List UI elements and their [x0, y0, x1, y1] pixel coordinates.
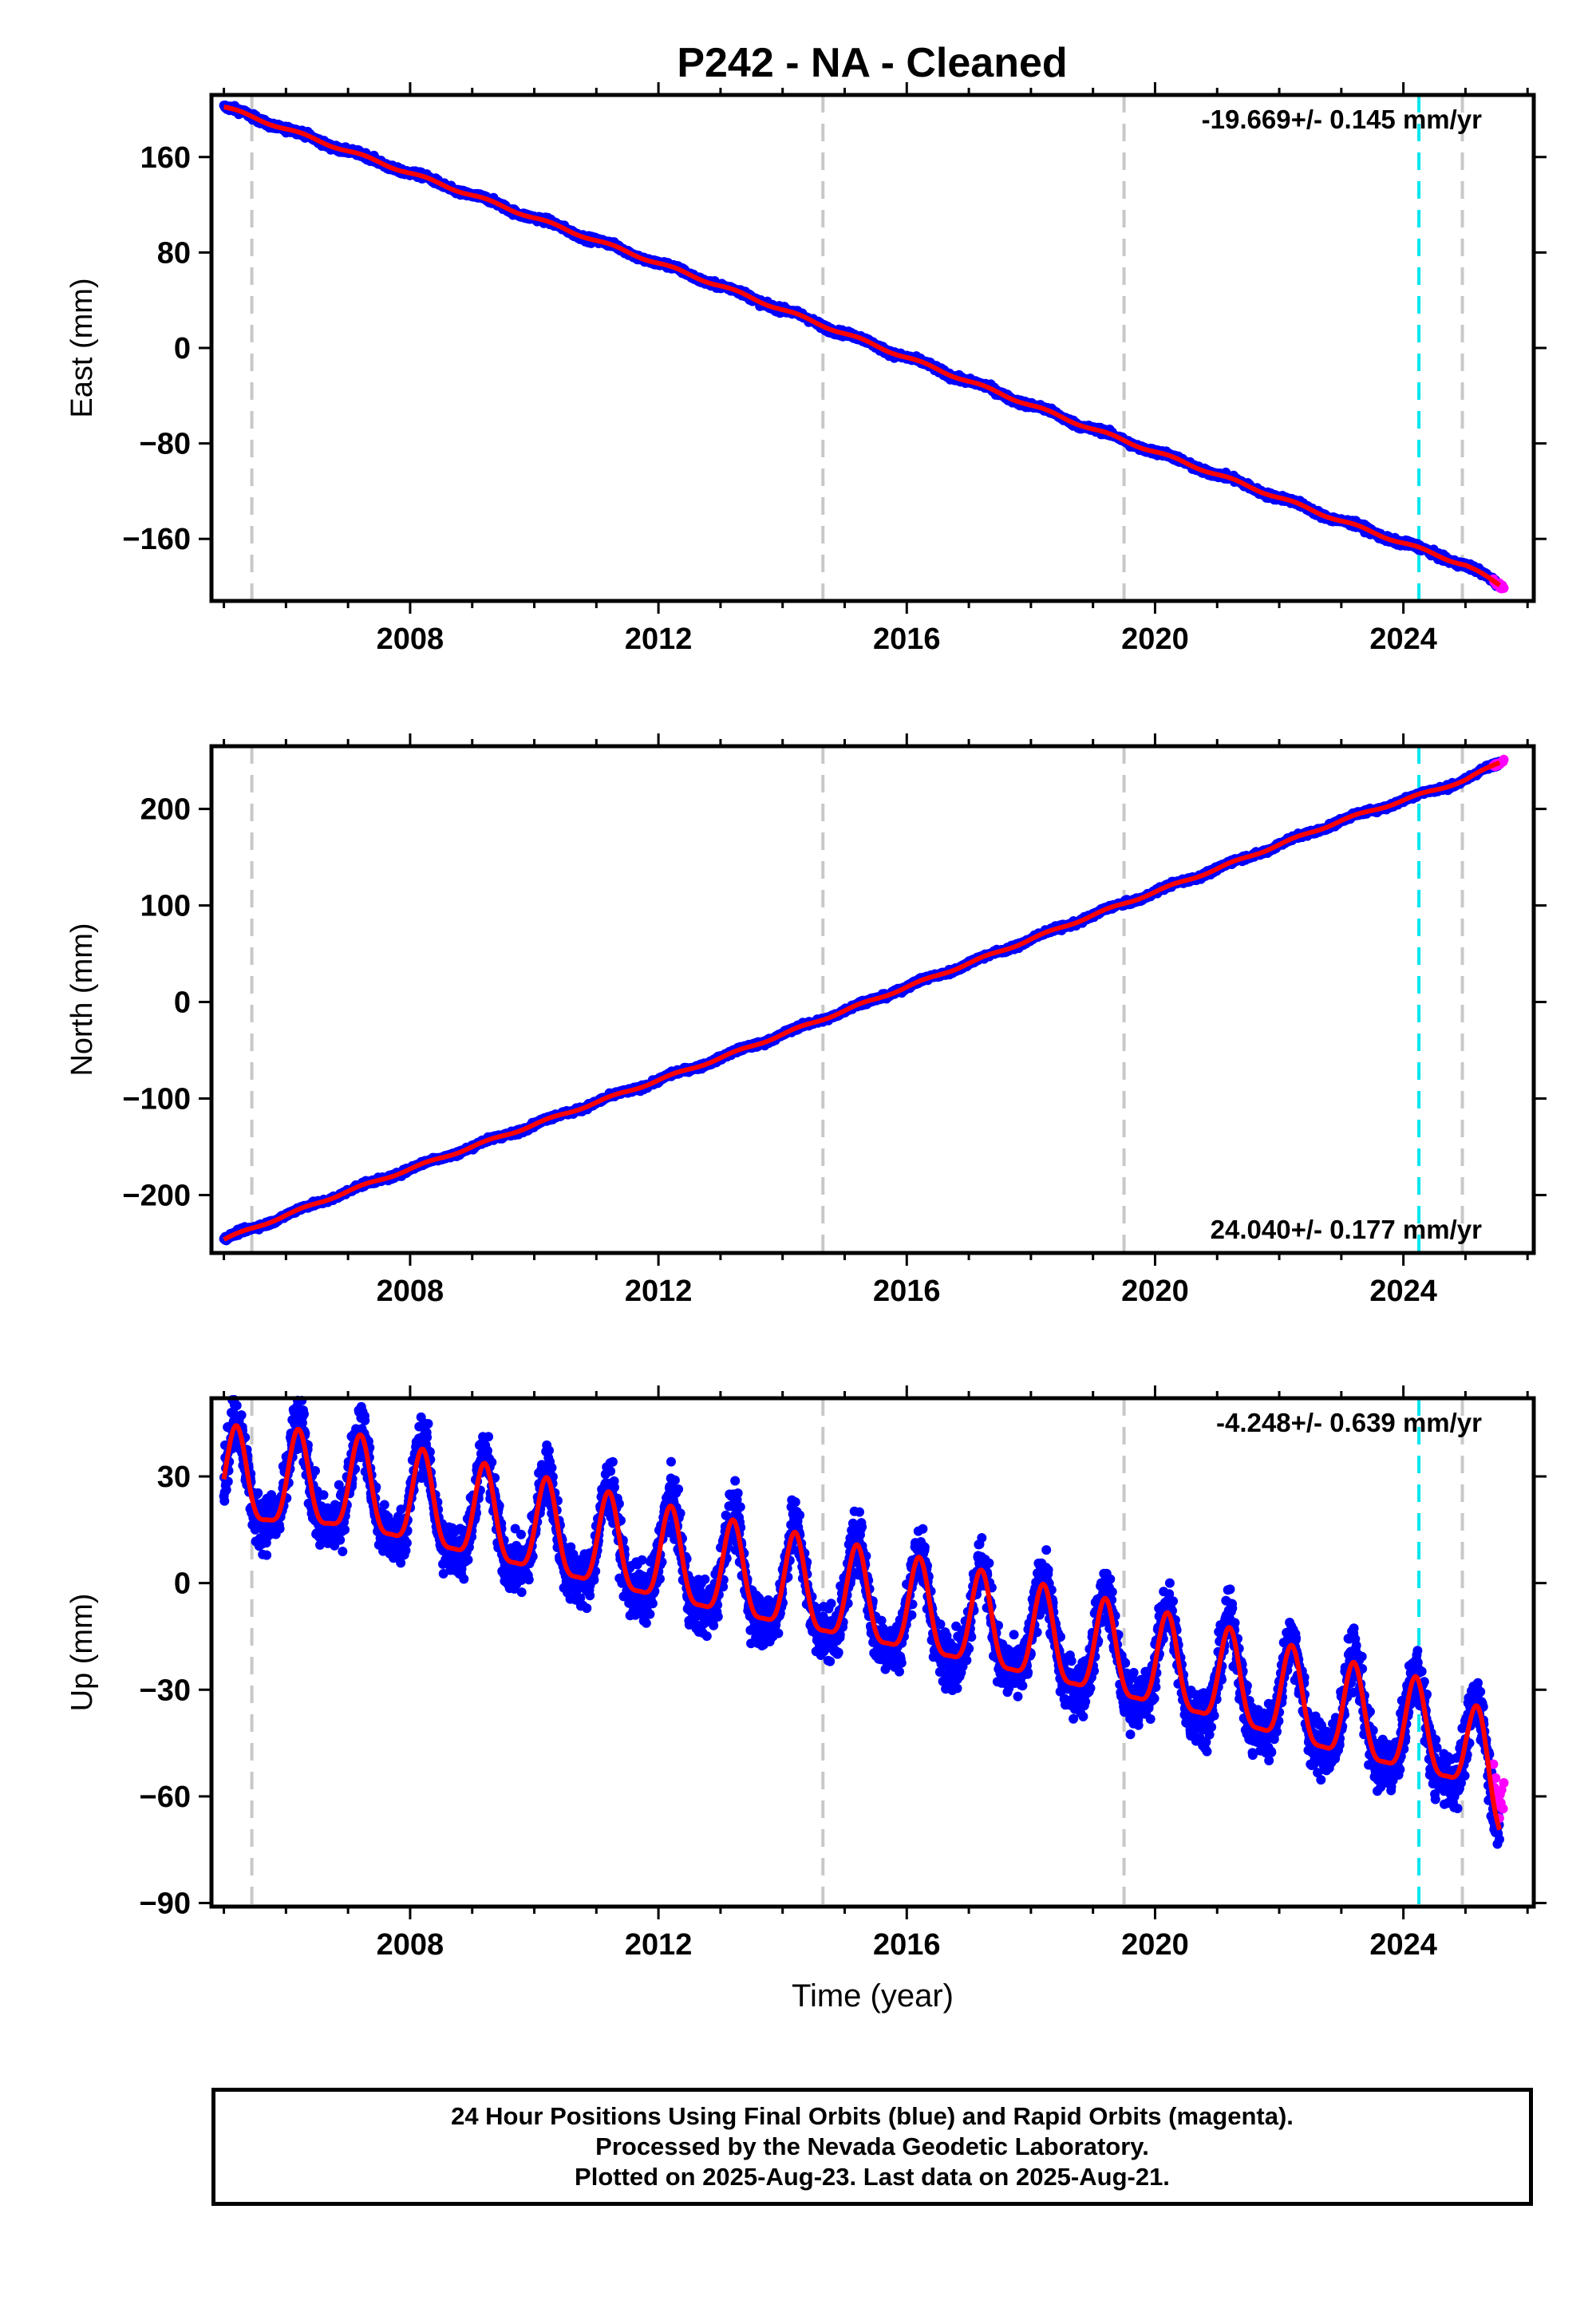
x-tick-label: 2020	[1121, 622, 1189, 656]
x-tick-label: 2024	[1369, 622, 1437, 656]
x-tick-label: 2012	[625, 622, 693, 656]
y-tick-label: 0	[174, 332, 191, 366]
figure-title: P242 - NA - Cleaned	[677, 40, 1067, 86]
y-tick-label: 80	[157, 236, 191, 270]
y-tick-label: −80	[140, 428, 191, 461]
y-axis-label: East (mm)	[65, 278, 99, 417]
x-tick-label: 2008	[377, 622, 444, 656]
velocity-rate-label: -19.669+/- 0.145 mm/yr	[1202, 105, 1482, 134]
panel-east: 2008 2012 2016 2020 2024 −160 −80 0 80 160 East (m…	[65, 82, 1547, 656]
y-tick-label: 160	[140, 141, 191, 175]
y-tick-label: −160	[122, 523, 191, 556]
data-point-rapid	[1499, 583, 1509, 593]
panel-north: 2008 2012 2016 2020 2024−200−1000100200North…	[65, 733, 1547, 1308]
x-tick-label: 2016	[873, 622, 941, 656]
